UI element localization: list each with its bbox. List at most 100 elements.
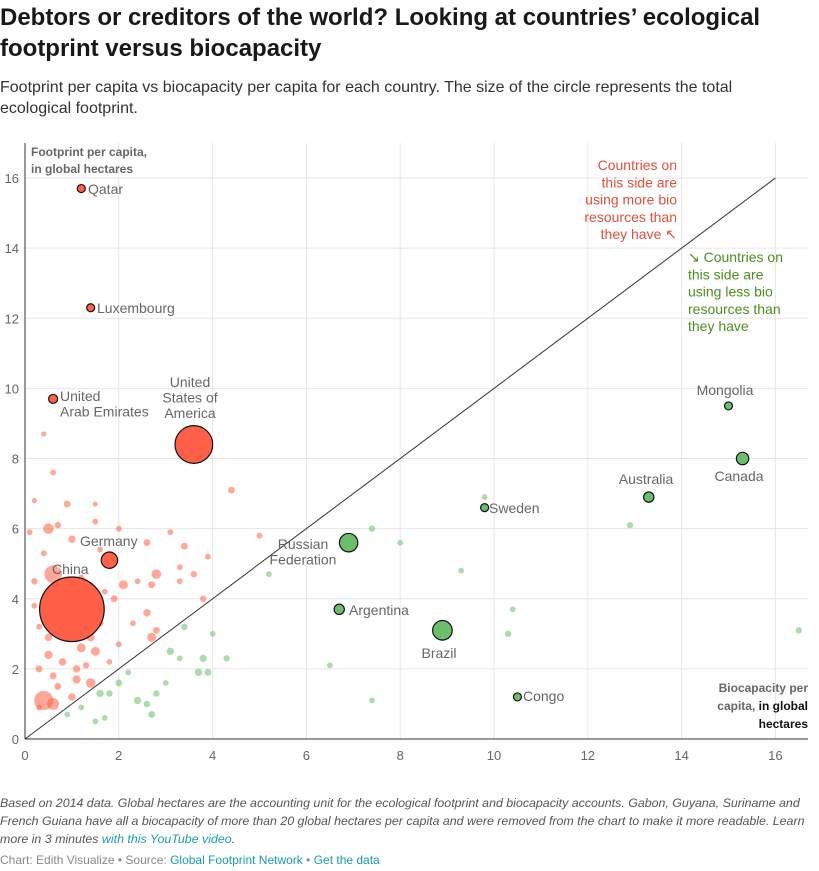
country-point[interactable]	[504, 630, 512, 638]
country-point[interactable]	[44, 633, 53, 642]
country-point[interactable]	[92, 718, 99, 725]
country-point[interactable]	[76, 643, 86, 653]
country-point[interactable]	[369, 697, 375, 704]
country-point[interactable]	[106, 690, 113, 697]
country-point[interactable]	[31, 602, 38, 609]
country-point[interactable]	[115, 641, 122, 648]
country-point[interactable]	[795, 627, 803, 634]
country-point[interactable]	[147, 632, 157, 642]
country-point[interactable]	[36, 704, 42, 711]
country-point[interactable]	[92, 501, 98, 507]
point-congo[interactable]	[512, 692, 523, 702]
country-point[interactable]	[199, 654, 207, 663]
country-point[interactable]	[40, 550, 47, 557]
country-point[interactable]	[72, 665, 81, 673]
country-point[interactable]	[143, 609, 151, 617]
country-point[interactable]	[148, 581, 156, 589]
country-point[interactable]	[458, 567, 465, 574]
country-point[interactable]	[68, 535, 76, 543]
country-point[interactable]	[68, 693, 76, 701]
country-point[interactable]	[209, 630, 216, 637]
country-point[interactable]	[106, 658, 113, 665]
country-point[interactable]	[368, 525, 376, 532]
country-point[interactable]	[129, 620, 136, 627]
country-point[interactable]	[152, 626, 160, 634]
country-point[interactable]	[153, 690, 160, 697]
point-united-states-of-america[interactable]	[174, 425, 214, 464]
point-brazil[interactable]	[432, 619, 453, 641]
source-link[interactable]: Global Footprint Network	[170, 853, 303, 867]
country-point[interactable]	[227, 486, 235, 494]
country-point[interactable]	[31, 498, 37, 504]
country-point[interactable]	[72, 675, 81, 684]
country-point[interactable]	[223, 655, 230, 662]
country-point[interactable]	[50, 469, 57, 476]
country-point[interactable]	[509, 606, 516, 613]
point-china[interactable]	[38, 576, 105, 643]
country-point[interactable]	[176, 578, 183, 585]
country-point[interactable]	[148, 710, 156, 718]
country-point[interactable]	[54, 521, 62, 529]
country-point[interactable]	[134, 578, 141, 585]
country-point[interactable]	[43, 523, 54, 534]
country-point[interactable]	[176, 564, 183, 571]
country-point[interactable]	[44, 650, 53, 659]
point-united-arab-emirates[interactable]	[48, 393, 59, 405]
country-point[interactable]	[101, 715, 108, 721]
country-point[interactable]	[85, 678, 96, 688]
country-point[interactable]	[36, 623, 42, 630]
point-canada[interactable]	[735, 451, 750, 466]
get-data-link[interactable]: Get the data	[313, 853, 380, 867]
country-point[interactable]	[151, 569, 162, 580]
youtube-video-link[interactable]: with this YouTube video	[101, 832, 232, 846]
country-point[interactable]	[190, 571, 198, 578]
country-point[interactable]	[101, 588, 108, 595]
country-point[interactable]	[115, 679, 123, 687]
point-argentina[interactable]	[333, 603, 345, 616]
country-point[interactable]	[115, 525, 122, 532]
country-point[interactable]	[96, 689, 104, 698]
country-point[interactable]	[110, 595, 118, 603]
country-point[interactable]	[256, 532, 263, 539]
country-point[interactable]	[78, 704, 85, 711]
country-point[interactable]	[125, 669, 132, 676]
country-point[interactable]	[44, 565, 62, 584]
country-point[interactable]	[92, 518, 99, 525]
country-point[interactable]	[181, 623, 188, 631]
country-point[interactable]	[204, 668, 212, 676]
country-point[interactable]	[63, 500, 71, 508]
country-point[interactable]	[626, 521, 634, 529]
country-point[interactable]	[90, 646, 100, 656]
country-point[interactable]	[58, 658, 67, 666]
country-point[interactable]	[200, 595, 207, 602]
point-luxembourg[interactable]	[86, 303, 96, 313]
country-point[interactable]	[166, 647, 175, 656]
country-point[interactable]	[82, 662, 90, 669]
country-point[interactable]	[97, 546, 103, 553]
country-point[interactable]	[41, 431, 47, 437]
country-point[interactable]	[265, 571, 272, 578]
point-australia[interactable]	[643, 491, 655, 503]
country-point[interactable]	[143, 539, 151, 547]
country-point[interactable]	[118, 580, 128, 590]
country-point[interactable]	[49, 672, 57, 680]
point-germany[interactable]	[100, 551, 119, 569]
country-point[interactable]	[31, 578, 38, 585]
point-mongolia[interactable]	[723, 401, 734, 411]
country-point[interactable]	[176, 655, 183, 662]
country-point[interactable]	[47, 697, 60, 710]
country-point[interactable]	[54, 682, 62, 690]
country-point[interactable]	[64, 711, 71, 718]
point-qatar[interactable]	[76, 183, 86, 194]
country-point[interactable]	[162, 679, 169, 686]
country-point[interactable]	[326, 662, 333, 669]
country-point[interactable]	[194, 668, 203, 677]
country-point[interactable]	[133, 696, 142, 705]
country-point[interactable]	[481, 494, 488, 501]
country-point[interactable]	[180, 542, 188, 550]
country-point[interactable]	[204, 553, 211, 560]
country-point[interactable]	[167, 529, 174, 536]
point-sweden[interactable]	[480, 503, 490, 513]
country-point[interactable]	[26, 529, 33, 536]
country-point[interactable]	[397, 539, 404, 546]
